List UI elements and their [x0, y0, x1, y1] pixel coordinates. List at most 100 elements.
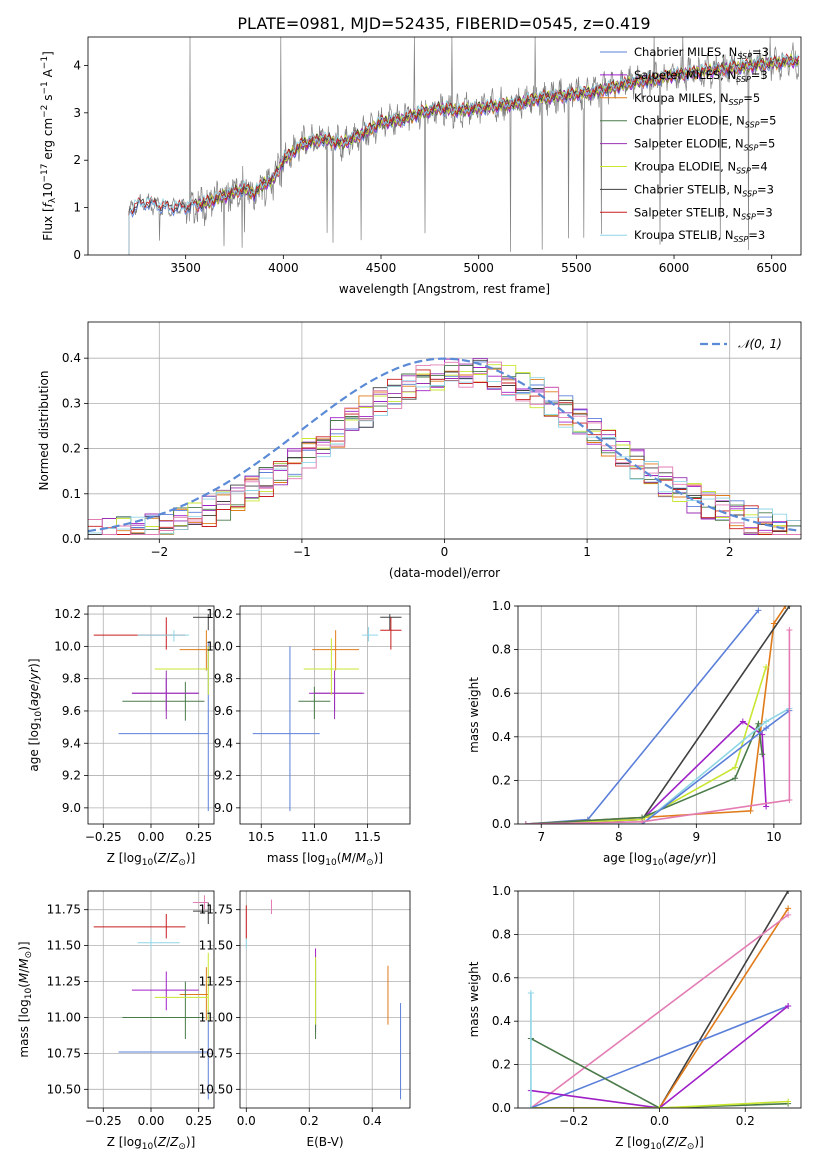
x-tick-label: −1 — [293, 545, 311, 559]
weight-marker-krou_miles — [770, 620, 777, 627]
legend-label-krou_elodie: Kroupa ELODIE, NSSP=4 — [634, 160, 768, 176]
label-part: −1 — [40, 81, 50, 94]
weight-marker-salp_miles — [785, 1003, 792, 1010]
label-part: 10 — [34, 711, 44, 723]
label-part: / — [675, 1135, 680, 1149]
x-tick-label: 0.4 — [363, 1114, 382, 1128]
legend-label-salp_stelib: Salpeter STELIB, NSSP=3 — [634, 205, 773, 221]
y-tick-label: 11.25 — [199, 975, 233, 989]
x-tick-label: 7 — [537, 830, 545, 844]
y-tick-label: 1.0 — [492, 599, 511, 613]
label-part: ⊙ — [366, 858, 374, 868]
y-tick-label: 11.50 — [47, 939, 81, 953]
label-part: log — [307, 851, 325, 865]
legend-text: Kroupa MILES, N — [634, 91, 729, 105]
legend-tail: =3 — [756, 205, 773, 219]
label-part: ⊙ — [687, 1142, 695, 1152]
label-part: f — [41, 201, 55, 207]
label-part: )] — [707, 851, 716, 865]
label-part: age — [668, 851, 690, 865]
x-tick-label: 2 — [726, 545, 734, 559]
weight-marker-krou_miles — [785, 905, 792, 912]
label-part: / — [691, 851, 696, 865]
label-part: log — [27, 722, 41, 740]
legend-sub: SSP — [744, 144, 759, 153]
x-tick-label: 8 — [615, 830, 623, 844]
mass_vs_Z-panel: −0.25 0.00 0.25 10.50 10.75 11.00 11.25 11.50 11… — [17, 890, 215, 1152]
legend-sub: SSP — [737, 52, 752, 61]
x-tick-label: 0.00 — [138, 1114, 165, 1128]
age_vs_Z-plot-area — [93, 614, 209, 812]
x-tick-label: 11.0 — [301, 830, 328, 844]
label-part: ( — [17, 983, 31, 988]
weight-marker-krou_elodie — [656, 1105, 663, 1108]
y-tick-label: 0.0 — [492, 1101, 511, 1115]
y-tick-label: 9.6 — [62, 704, 81, 718]
label-part: Z [ — [615, 1135, 632, 1149]
x-tick-label: 6500 — [756, 261, 787, 275]
x-axis-label: (data-model)/error — [389, 566, 500, 580]
mass_vs_Z-plot-area — [93, 895, 209, 1100]
histogram-chab_stelib — [88, 359, 801, 535]
x-tick-label: 4500 — [366, 261, 397, 275]
weight-marker-krou_stelib — [527, 989, 534, 996]
label-part: Z [ — [107, 1135, 124, 1149]
y-tick-label: 10.75 — [47, 1046, 81, 1060]
residual_hist-panel: −2 −1 0 1 2 0.0 0.1 0.2 0.3 0.4 (data-model)/error… — [37, 321, 802, 580]
weight-marker-krou_stelib — [763, 718, 770, 725]
weight-marker-pink — [522, 821, 529, 824]
label-part: yr — [27, 667, 41, 681]
y-tick-label: 0.4 — [62, 351, 81, 365]
weight-marker-krou_stelib — [527, 1105, 534, 1108]
x-axis-label: wavelength [Angstrom, rest frame] — [339, 282, 550, 296]
label-part: yr — [694, 851, 708, 865]
weight-marker-krou_miles — [747, 807, 754, 814]
y-tick-label: 0.8 — [492, 643, 511, 657]
label-part: ( — [664, 851, 669, 865]
y-tick-label: 11.00 — [199, 1010, 233, 1024]
y-tick-label: 9.8 — [214, 672, 233, 686]
axes-frame — [87, 605, 215, 825]
y-tick-label: 10.50 — [199, 1082, 233, 1096]
label-part: ( — [662, 1135, 667, 1149]
y-tick-label: 1 — [73, 201, 81, 215]
legend-text: Salpeter ELODIE, N — [634, 137, 744, 151]
legend-sub: SSP — [729, 98, 744, 107]
mass_vs_ebv-panel: 0.0 0.2 0.4 10.50 10.75 11.00 11.25 11.50 11.75 E… — [199, 890, 411, 1149]
y-tick-label: 0.0 — [492, 817, 511, 831]
age_vs_Z-panel: −0.25 0.00 0.259.09.29.49.69.810.010.2Z [l… — [27, 605, 215, 868]
y-tick-label: 0.3 — [62, 396, 81, 410]
legend-label-salp_elodie: Salpeter ELODIE, NSSP=5 — [634, 137, 775, 153]
axes-frame — [87, 321, 802, 540]
legend-label-chab_stelib: Chabrier STELIB, NSSP=3 — [634, 182, 774, 198]
label-part: 10 — [41, 182, 55, 197]
label-part: )] — [17, 941, 31, 950]
weight_vs_age-plot-area — [522, 606, 793, 824]
x-axis-label: Z [log10(Z/Z⊙)] — [107, 851, 196, 868]
y-tick-label: 2 — [73, 153, 81, 167]
weight-line-chab_stelib — [525, 606, 791, 824]
label-part: ( — [337, 851, 342, 865]
legend-sub: SSP — [742, 189, 757, 198]
label-part: )] — [186, 1135, 195, 1149]
label-part: 10 — [325, 858, 337, 868]
label-part: age — [27, 684, 41, 706]
legend-tail: =4 — [751, 160, 768, 174]
y-tick-label: 9.4 — [62, 736, 81, 750]
model-line-chab_miles — [128, 57, 799, 255]
label-part: −17 — [40, 163, 50, 182]
label-part: A — [41, 68, 55, 81]
legend-sub: SSP — [734, 235, 749, 244]
weight-marker-chab_stelib — [785, 891, 792, 894]
weight-marker-chab_elodie — [759, 751, 766, 758]
y-axis-label: mass [log10(M/M⊙)] — [17, 941, 34, 1057]
weight-marker-krou_elodie — [732, 764, 739, 771]
weight-line-krou_elodie — [530, 1100, 789, 1108]
weight-marker-krou_elodie — [763, 664, 770, 671]
label-part: log — [17, 999, 31, 1017]
weight-line-pink — [525, 630, 791, 824]
weight-marker-salp_miles — [739, 718, 746, 725]
y-tick-label: 0.0 — [62, 532, 81, 546]
label-part: mass [ — [17, 1018, 31, 1058]
